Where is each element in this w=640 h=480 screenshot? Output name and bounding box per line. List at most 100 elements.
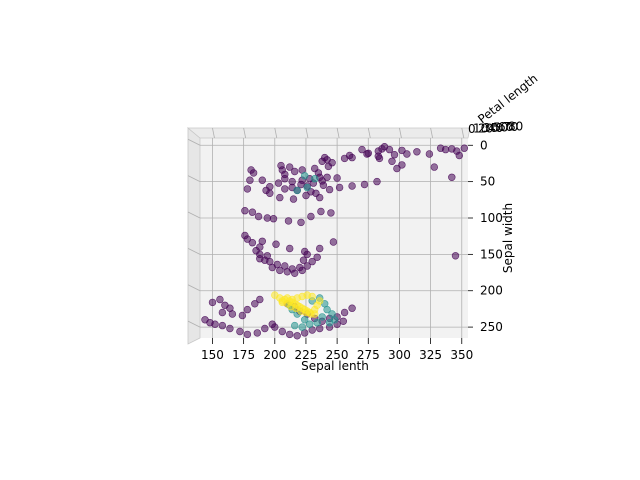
x-grid-line: [367, 127, 371, 139]
data-point: [284, 217, 293, 225]
data-point: [218, 321, 227, 330]
data-point: [303, 262, 311, 270]
data-point: [335, 183, 344, 192]
data-point: [448, 173, 456, 182]
data-point: [301, 316, 309, 324]
z-tick-label: 70: [503, 120, 518, 134]
y-tick-label: 150: [480, 247, 503, 261]
data-point: [249, 169, 258, 177]
data-point: [263, 214, 271, 222]
data-point: [218, 308, 227, 317]
data-point: [318, 313, 326, 321]
data-point: [308, 257, 316, 266]
data-point: [318, 157, 326, 166]
y-tick-label: 200: [480, 284, 503, 298]
y-grid-line: [187, 284, 201, 292]
data-point: [274, 179, 283, 187]
z-tick-label: 50: [493, 121, 508, 135]
data-point: [313, 319, 321, 327]
x-axis-ticks: 150 175 200 225 250 275 300 325 350: [201, 338, 473, 362]
data-point: [425, 150, 434, 158]
data-point: [268, 263, 276, 272]
data-point: [403, 150, 411, 158]
data-point: [301, 172, 309, 180]
data-point: [398, 161, 406, 169]
x-grid-line: [305, 127, 309, 139]
data-point: [323, 305, 331, 314]
x-grid-line: [336, 127, 340, 139]
data-point: [325, 185, 334, 194]
data-point: [358, 145, 366, 154]
data-point: [208, 298, 217, 307]
y-tick-label: 100: [480, 211, 503, 225]
data-point: [253, 329, 261, 337]
z-tick-label: 80: [508, 120, 523, 134]
data-point: [316, 297, 324, 305]
data-point: [388, 157, 396, 166]
data-point: [283, 268, 291, 276]
data-point: [390, 151, 399, 159]
data-point: [226, 324, 234, 333]
data-point: [243, 330, 252, 339]
data-point: [348, 304, 356, 312]
data-point: [243, 185, 252, 193]
data-point: [306, 320, 314, 328]
data-point: [311, 175, 319, 183]
data-point: [261, 324, 269, 333]
axes-top-pane: [186, 127, 471, 139]
y-grid-line: [187, 248, 201, 255]
data-point: [363, 150, 371, 158]
data-point: [297, 180, 305, 189]
grid-lines: [187, 127, 468, 338]
data-point: [258, 237, 266, 246]
data-point: [281, 175, 289, 183]
data-point: [298, 323, 306, 331]
data-point: [248, 239, 257, 247]
data-point: [451, 252, 460, 260]
data-point: [298, 266, 306, 275]
data-point: [211, 320, 219, 328]
x-tick-label: 300: [388, 348, 411, 362]
y-tick-label: 250: [480, 320, 503, 334]
data-point: [441, 145, 450, 154]
data-point: [316, 244, 324, 253]
data-point: [251, 300, 259, 308]
data-point: [307, 212, 315, 221]
data-point: [293, 186, 301, 195]
data-point: [299, 256, 308, 264]
data-point: [324, 162, 333, 171]
y-grid-line: [187, 320, 201, 328]
data-point: [302, 191, 310, 200]
x-grid-line: [212, 127, 215, 139]
data-point: [460, 144, 468, 152]
data-point: [243, 235, 252, 243]
z-axis-label: Petal length: [475, 71, 540, 126]
data-point: [398, 146, 406, 155]
x-grid-line: [274, 127, 278, 139]
y-grid-line: [187, 175, 201, 182]
x-tick-label: 200: [263, 348, 286, 362]
x-tick-label: 275: [357, 348, 380, 362]
data-point: [348, 153, 356, 162]
y-tick-label: 50: [480, 175, 495, 189]
data-point: [254, 212, 263, 221]
x-grid-line: [399, 127, 402, 139]
data-point: [248, 208, 257, 216]
data-point: [266, 189, 274, 198]
y-grid-line: [187, 138, 201, 146]
data-point: [348, 182, 356, 190]
data-point: [323, 173, 331, 182]
data-point: [291, 321, 299, 330]
z-tick-label: 60: [498, 120, 513, 134]
data-point: [303, 250, 311, 259]
data-point: [278, 297, 286, 305]
data-point: [318, 177, 326, 185]
y-axis-ticks: 0 50 100 150 200 250: [468, 138, 503, 334]
data-point: [216, 295, 224, 304]
data-point: [375, 154, 384, 163]
x-tick-label: 150: [201, 348, 224, 362]
data-point: [276, 193, 284, 202]
data-point: [330, 316, 339, 324]
data-point: [360, 180, 369, 189]
